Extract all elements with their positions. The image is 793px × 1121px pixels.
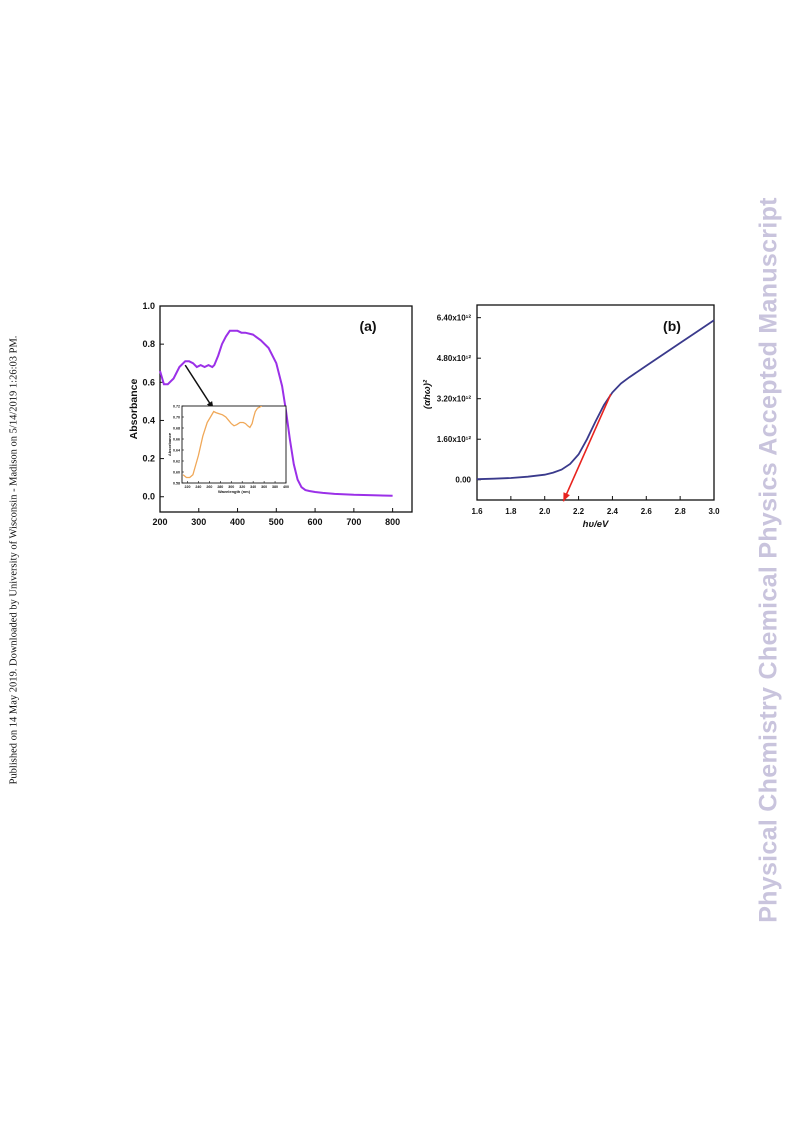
x-tick-label-a: 300 bbox=[191, 517, 206, 527]
y-tick-label-a: 0.0 bbox=[142, 492, 155, 502]
panel-label-b: (b) bbox=[663, 318, 681, 334]
x-tick-label-b: 1.6 bbox=[471, 507, 483, 516]
x-tick-label-a: 700 bbox=[346, 517, 361, 527]
x-tick-label-b: 3.0 bbox=[708, 507, 720, 516]
x-tick-label-b: 2.4 bbox=[607, 507, 619, 516]
inset-x-tick-label: 300 bbox=[228, 485, 234, 489]
plot-frame-a bbox=[159, 305, 413, 513]
y-axis-label-a: Absorbance bbox=[128, 379, 140, 440]
y-tick-label-b: 0.00 bbox=[455, 476, 471, 485]
y-tick-label-a: 0.2 bbox=[142, 454, 155, 464]
inset-x-tick-label: 340 bbox=[250, 485, 256, 489]
x-tick-label-a: 500 bbox=[269, 517, 284, 527]
y-tick-label-b: 3.20x10¹² bbox=[437, 395, 472, 404]
x-tick-label-a: 800 bbox=[385, 517, 400, 527]
inset-x-tick-label: 280 bbox=[217, 485, 223, 489]
x-axis-label-b: hυ/eV bbox=[583, 519, 609, 530]
inset-y-tick-label: 0.64 bbox=[173, 448, 180, 452]
x-tick-label-b: 1.8 bbox=[505, 507, 517, 516]
y-tick-label-b: 4.80x10¹² bbox=[437, 354, 472, 363]
inset-pointer-arrow bbox=[184, 364, 215, 410]
tauc-line-b bbox=[476, 319, 715, 481]
inset-y-tick-label: 0.60 bbox=[173, 470, 180, 474]
y-axis-label-b: (αhω)² bbox=[422, 379, 433, 409]
inset-x-axis-label: Wavelength (nm) bbox=[218, 489, 251, 494]
y-tick-label-b: 6.40x10¹² bbox=[437, 314, 472, 323]
inset-y-tick-label: 0.62 bbox=[173, 459, 180, 463]
y-tick-label-a: 0.4 bbox=[142, 415, 155, 425]
y-tick-label-a: 0.8 bbox=[142, 339, 155, 349]
inset-y-tick-label: 0.68 bbox=[173, 426, 180, 430]
band-gap-tangent-line bbox=[562, 393, 612, 502]
inset-y-tick-label: 0.58 bbox=[173, 481, 180, 485]
x-tick-label-b: 2.2 bbox=[573, 507, 585, 516]
panel-label-a: (a) bbox=[359, 318, 376, 334]
inset-x-tick-label: 320 bbox=[239, 485, 245, 489]
inset-x-tick-label: 220 bbox=[184, 485, 190, 489]
inset-y-tick-label: 0.66 bbox=[173, 437, 180, 441]
inset-x-tick-label: 260 bbox=[206, 485, 212, 489]
band-gap-tangent-arrowhead bbox=[563, 492, 570, 502]
y-tick-label-a: 0.6 bbox=[142, 377, 155, 387]
x-tick-label-b: 2.6 bbox=[641, 507, 653, 516]
x-tick-label-a: 600 bbox=[308, 517, 323, 527]
inset-x-tick-label: 360 bbox=[261, 485, 267, 489]
absorbance-line-a bbox=[159, 329, 393, 497]
inset-frame bbox=[181, 405, 287, 484]
x-tick-label-b: 2.0 bbox=[539, 507, 551, 516]
plot-frame-b bbox=[476, 304, 715, 501]
inset-y-tick-label: 0.72 bbox=[173, 404, 180, 408]
inset-x-tick-label: 400 bbox=[283, 485, 289, 489]
inset-x-tick-label: 240 bbox=[195, 485, 201, 489]
inset-y-tick-label: 0.70 bbox=[173, 415, 180, 419]
x-tick-label-a: 400 bbox=[230, 517, 245, 527]
x-tick-label-b: 2.8 bbox=[675, 507, 687, 516]
inset-y-axis-label: Absorbance bbox=[167, 432, 172, 456]
x-tick-label-a: 200 bbox=[152, 517, 167, 527]
y-tick-label-b: 1.60x10¹² bbox=[437, 435, 472, 444]
inset-x-tick-label: 380 bbox=[272, 485, 278, 489]
inset-absorbance-line bbox=[182, 406, 263, 479]
y-tick-label-a: 1.0 bbox=[142, 301, 155, 311]
